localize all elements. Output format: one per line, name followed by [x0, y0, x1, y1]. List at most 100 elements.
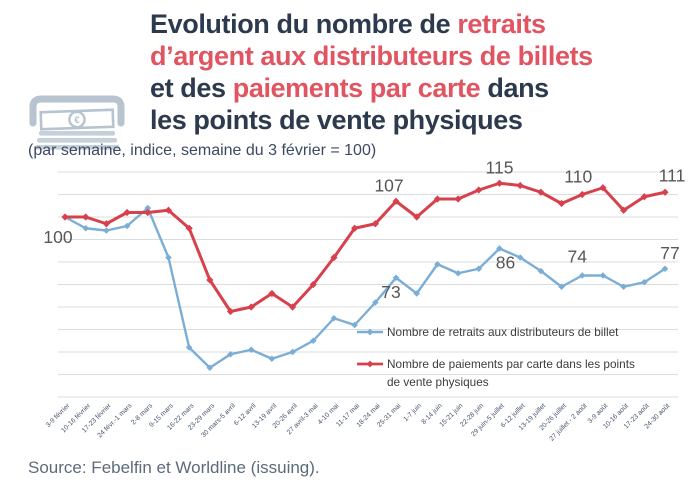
title-segment: paiements par carte — [232, 73, 481, 103]
retraits-marker — [268, 355, 276, 363]
paiements-marker — [557, 199, 566, 208]
paiements-marker — [82, 213, 90, 221]
retraits-marker — [454, 269, 462, 277]
paiements-marker — [144, 208, 152, 217]
data-label: 110 — [564, 167, 592, 187]
title-line: Evolution du nombre de retraits — [150, 8, 695, 40]
paiements-marker — [351, 224, 359, 232]
retraits-marker — [227, 350, 234, 358]
retraits-marker — [123, 222, 131, 230]
retraits-marker — [661, 265, 669, 273]
page-title: Evolution du nombre de retraits d’argent … — [150, 8, 695, 136]
note-stack-bar — [39, 131, 115, 136]
retraits-marker — [372, 299, 379, 306]
retraits-marker — [309, 337, 317, 345]
paiements-marker — [185, 224, 193, 232]
data-label: 100 — [43, 227, 72, 247]
paiements-marker — [371, 220, 379, 228]
data-label: 86 — [496, 253, 515, 273]
retraits-marker — [206, 364, 214, 372]
legend-swatch-marker — [366, 328, 374, 336]
retraits-marker — [82, 224, 89, 232]
title-segment: dans — [480, 73, 549, 103]
legend-label: Nombre de retraits aux distributeurs de … — [387, 325, 619, 339]
paiements-marker — [413, 213, 421, 221]
retraits-marker — [537, 267, 545, 275]
banknote: € — [39, 108, 115, 131]
title-segment: les points de vente physiques — [150, 105, 523, 135]
legend-swatch-marker — [366, 360, 374, 368]
retraits-marker — [641, 278, 648, 286]
data-label: 111 — [659, 165, 686, 185]
retraits-marker — [599, 272, 607, 279]
paiements-marker — [247, 303, 255, 311]
atm-slot-frame — [29, 95, 125, 127]
retraits-marker — [103, 227, 110, 234]
retraits-marker — [351, 321, 358, 329]
paiements-marker — [164, 206, 173, 214]
retraits-marker — [516, 254, 524, 261]
paiements-marker — [226, 307, 235, 316]
euro-symbol: € — [74, 115, 80, 126]
retraits-marker — [247, 346, 255, 354]
paiements-marker — [620, 206, 628, 214]
note-stack-bar — [35, 145, 119, 150]
paiements-marker — [309, 280, 317, 289]
retraits-marker — [620, 283, 627, 291]
cash-withdrawal-euro-icon: € — [27, 90, 127, 152]
data-label: 73 — [381, 282, 400, 302]
title-line: les points de vente physiques — [150, 104, 695, 136]
paiements-line — [63, 181, 667, 313]
retraits-marker — [578, 272, 586, 279]
paiements-marker — [516, 181, 524, 190]
paiements-marker — [61, 213, 69, 221]
paiements-marker — [392, 197, 400, 205]
retraits-marker — [289, 348, 296, 356]
title-segment: Evolution du nombre de — [150, 9, 458, 39]
paiements-marker — [495, 179, 504, 187]
title-line: et des paiements par carte dans — [150, 72, 695, 104]
euro-coin — [68, 110, 86, 129]
retraits-line — [63, 206, 667, 369]
data-label: 74 — [568, 247, 588, 267]
data-label: 115 — [486, 160, 514, 177]
retraits-marker — [144, 204, 152, 212]
title-segment: retraits — [457, 9, 546, 39]
retraits-marker — [475, 265, 483, 273]
retraits-marker — [496, 245, 503, 252]
note-stack-bar — [37, 138, 117, 143]
retraits-marker — [558, 283, 565, 291]
paiements-marker — [454, 195, 462, 203]
retraits-marker — [434, 260, 441, 268]
x-axis-label: 27 juillet - 2 août — [548, 402, 588, 442]
legend-label: de vente physiques — [387, 375, 489, 389]
paiements-marker — [661, 188, 669, 196]
title-segment: d’argent aux distributeurs de billets — [150, 41, 593, 71]
retraits-marker — [185, 344, 193, 351]
paiements-marker — [102, 220, 110, 228]
title-segment: et des — [150, 73, 233, 103]
paiements-marker — [578, 190, 586, 199]
paiements-marker — [475, 186, 483, 194]
retraits-marker — [413, 290, 421, 297]
paiements-marker — [433, 195, 442, 203]
paiements-marker — [330, 253, 338, 262]
source-note: Source: Febelfin et Worldline (issuing). — [28, 458, 320, 477]
banknotes-euro-svg: € — [29, 95, 125, 150]
line-chart: 3-9 février 10-16 février 17-23 février 24 … — [0, 157, 700, 456]
legend-label: Nombre de paiements par carte dans les p… — [387, 357, 635, 371]
retraits-marker — [392, 274, 400, 282]
data-label: 107 — [374, 175, 403, 195]
retraits-marker — [330, 314, 338, 322]
paiements-marker — [268, 289, 276, 298]
paiements-marker — [640, 193, 648, 201]
paiements-marker — [288, 303, 297, 311]
paiements-marker — [123, 208, 131, 217]
chart-subtitle: (par semaine, indice, semaine du 3 févri… — [28, 142, 377, 159]
title-line: d’argent aux distributeurs de billets — [150, 40, 695, 72]
retraits-marker — [165, 254, 172, 261]
data-label: 77 — [660, 243, 679, 263]
paiements-marker — [599, 184, 607, 192]
